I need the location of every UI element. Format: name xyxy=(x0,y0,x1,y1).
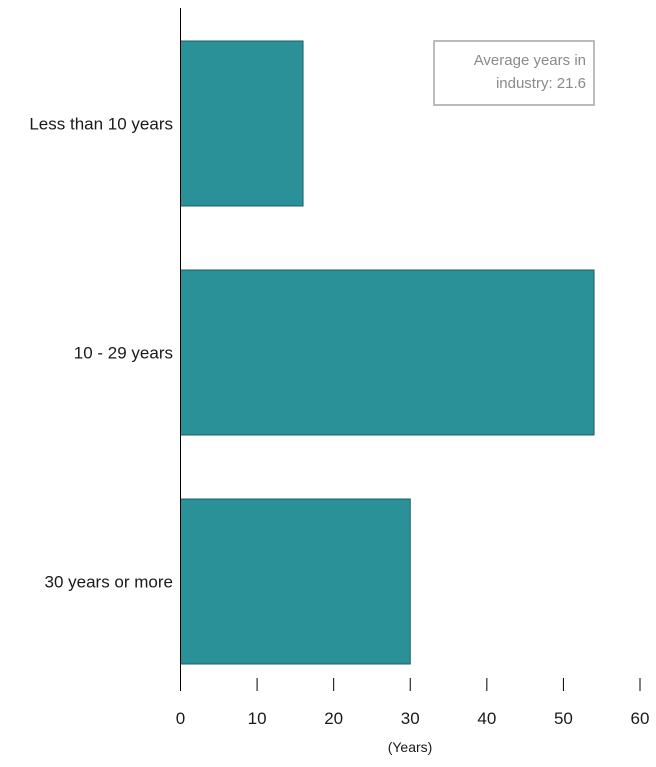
bar xyxy=(180,269,595,436)
bar xyxy=(180,498,411,665)
category-labels: Less than 10 years 10 - 29 years 30 years … xyxy=(29,115,173,592)
average-note-line-1: Average years in xyxy=(474,52,586,69)
x-tick-label: 0 xyxy=(176,709,185,728)
category-label: Less than 10 years xyxy=(29,115,173,134)
x-axis-ticks: 0 10 20 30 40 50 60 xyxy=(176,678,650,728)
category-label: 30 years or more xyxy=(45,573,174,592)
bar xyxy=(180,40,304,207)
average-note-box: Average years in industry: 21.6 xyxy=(433,40,595,106)
average-note-line-2: industry: 21.6 xyxy=(496,75,586,92)
x-tick-label: 60 xyxy=(631,709,650,728)
x-tick-label: 40 xyxy=(477,709,496,728)
average-note-border xyxy=(433,40,595,106)
x-axis-title: (Years) xyxy=(388,739,433,755)
x-tick-label: 10 xyxy=(248,709,267,728)
category-label: 10 - 29 years xyxy=(74,344,173,363)
bars-group xyxy=(180,40,595,665)
x-tick-label: 30 xyxy=(401,709,420,728)
x-tick-label: 50 xyxy=(554,709,573,728)
x-tick-label: 20 xyxy=(324,709,343,728)
